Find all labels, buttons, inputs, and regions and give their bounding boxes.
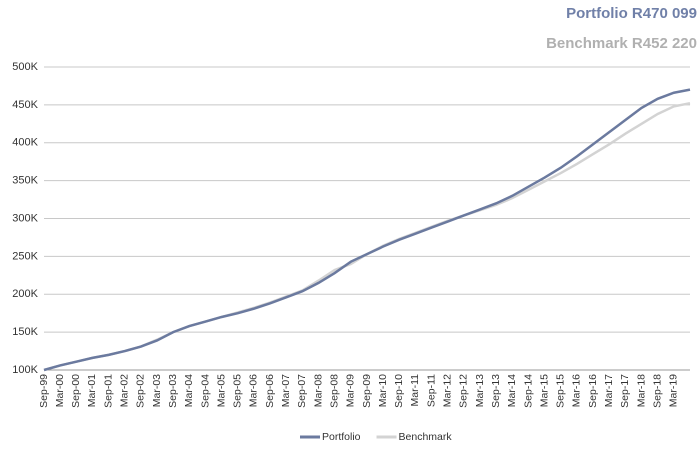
y-tick-label: 200K <box>12 288 38 300</box>
x-tick-label: Mar-04 <box>183 374 195 407</box>
y-tick-label: 150K <box>12 326 38 338</box>
x-tick-label: Sep-11 <box>425 374 437 407</box>
x-tick-label: Sep-02 <box>135 374 147 408</box>
x-tick-label: Sep-03 <box>167 374 179 408</box>
y-tick-label: 450K <box>12 99 38 111</box>
x-tick-label: Sep-17 <box>619 374 631 408</box>
x-tick-label: Mar-00 <box>54 374 66 407</box>
x-tick-label: Mar-18 <box>635 374 647 407</box>
y-tick-label: 500K <box>12 61 38 73</box>
x-tick-label: Mar-15 <box>538 374 550 407</box>
x-tick-label: Sep-15 <box>555 374 567 408</box>
x-tick-label: Sep-01 <box>102 374 114 408</box>
x-tick-label: Mar-09 <box>345 374 357 407</box>
x-tick-label: Mar-08 <box>312 374 324 407</box>
x-tick-label: Sep-08 <box>328 374 340 408</box>
x-tick-label: Mar-19 <box>668 374 680 407</box>
x-tick-label: Mar-13 <box>474 374 486 407</box>
chart-subtitle: Benchmark R452 220 <box>546 35 697 52</box>
chart-title: Portfolio R470 099 <box>566 5 697 22</box>
x-tick-label: Mar-06 <box>248 374 260 407</box>
x-tick-label: Sep-05 <box>232 374 244 408</box>
x-tick-label: Sep-06 <box>264 374 276 408</box>
x-tick-label: Sep-00 <box>70 374 82 408</box>
x-tick-label: Mar-03 <box>151 374 163 407</box>
y-tick-label: 350K <box>12 175 38 187</box>
x-tick-label: Sep-13 <box>490 374 502 408</box>
x-tick-label: Sep-10 <box>393 374 405 408</box>
x-tick-label: Mar-10 <box>377 374 389 407</box>
x-tick-label: Mar-07 <box>280 374 292 407</box>
x-tick-label: Mar-12 <box>442 374 454 407</box>
x-tick-label: Sep-14 <box>522 374 534 408</box>
y-tick-label: 400K <box>12 137 38 149</box>
x-tick-label: Mar-16 <box>571 374 583 407</box>
x-tick-label: Mar-11 <box>409 374 421 407</box>
x-tick-label: Sep-12 <box>458 374 470 408</box>
legend-label: Benchmark <box>399 431 453 443</box>
x-tick-label: Sep-18 <box>651 374 663 408</box>
x-tick-label: Sep-09 <box>361 374 373 408</box>
series-line <box>43 88 691 372</box>
x-tick-label: Mar-01 <box>86 374 98 407</box>
legend-label: Portfolio <box>322 431 361 443</box>
x-tick-label: Mar-14 <box>506 374 518 407</box>
x-tick-label: Sep-07 <box>296 374 308 408</box>
x-tick-label: Sep-04 <box>199 374 211 408</box>
x-tick-label: Mar-05 <box>215 374 227 407</box>
x-tick-label: Mar-17 <box>603 374 615 407</box>
x-tick-label: Mar-02 <box>119 374 131 407</box>
y-tick-label: 250K <box>12 250 38 262</box>
y-tick-label: 300K <box>12 212 38 224</box>
x-tick-label: Sep-16 <box>587 374 599 408</box>
y-tick-label: 100K <box>12 364 38 376</box>
x-tick-label: Sep-99 <box>38 374 50 408</box>
